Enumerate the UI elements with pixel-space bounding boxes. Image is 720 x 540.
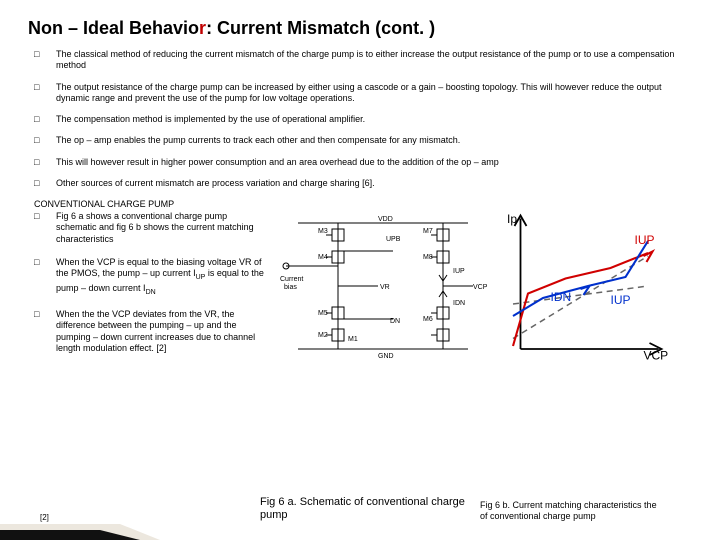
iup-red-label: IUP xyxy=(635,233,655,247)
b2-up: UP xyxy=(196,274,206,281)
vdd-label: VDD xyxy=(378,216,393,223)
corner-decoration xyxy=(0,514,160,540)
b2-dn: DN xyxy=(146,288,156,295)
title-r: r xyxy=(199,18,206,38)
vcp-label: VCP xyxy=(473,284,488,291)
bullet-item: The op – amp enables the pump currents t… xyxy=(28,135,692,146)
idn-label: IDN xyxy=(453,300,465,307)
bullet-item: This will however result in higher power… xyxy=(28,157,692,168)
conv-bullet: Fig 6 a shows a conventional charge pump… xyxy=(28,211,268,245)
figure-wrap: VDD GND Currentbias M3 M4 M5 M2 M1 M7 M8… xyxy=(268,211,692,361)
slide-title: Non – Ideal Behavior: Current Mismatch (… xyxy=(28,18,692,39)
conventional-heading: CONVENTIONAL CHARGE PUMP xyxy=(28,199,692,209)
conv-bullet: When the the VCP deviates from the VR, t… xyxy=(28,309,268,354)
x-axis-label: VCP xyxy=(644,349,669,362)
bullet-item: The compensation method is implemented b… xyxy=(28,114,692,125)
m7-label: M7 xyxy=(423,228,433,235)
m6-label: M6 xyxy=(423,316,433,323)
upb-label: UPB xyxy=(386,236,401,243)
dn-label: DN xyxy=(390,318,400,325)
bullet-item: The classical method of reducing the cur… xyxy=(28,49,692,72)
figure-caption-a: Fig 6 a. Schematic of conventional charg… xyxy=(260,496,480,522)
idn-label: IDN xyxy=(551,290,572,304)
title-post: : Current Mismatch (cont. ) xyxy=(206,18,435,38)
bullet-list: The classical method of reducing the cur… xyxy=(28,49,692,189)
m1-label: M1 xyxy=(348,336,358,343)
iv-plot: Ip VCP IUP IDN IUP xyxy=(498,211,678,361)
m5-label: M5 xyxy=(318,310,328,317)
iup-label: IUP xyxy=(453,268,465,275)
m3-label: M3 xyxy=(318,228,328,235)
m2-label: M2 xyxy=(318,332,328,339)
bullet-item: The output resistance of the charge pump… xyxy=(28,82,692,105)
title-pre: Non – Ideal Behavio xyxy=(28,18,199,38)
vr-label: VR xyxy=(380,284,390,291)
figure-caption-b: Fig 6 b. Current matching characteristic… xyxy=(480,500,660,522)
y-axis-label: Ip xyxy=(507,212,517,226)
m4-label: M4 xyxy=(318,254,328,261)
conv-bullet: When the VCP is equal to the biasing vol… xyxy=(28,257,268,297)
schematic-figure: VDD GND Currentbias M3 M4 M5 M2 M1 M7 M8… xyxy=(278,211,488,361)
iup-blue-label: IUP xyxy=(611,293,631,307)
slide: Non – Ideal Behavior: Current Mismatch (… xyxy=(0,0,720,540)
lower-row: Fig 6 a shows a conventional charge pump… xyxy=(28,211,692,366)
left-column: Fig 6 a shows a conventional charge pump… xyxy=(28,211,268,366)
gnd-label: GND xyxy=(378,353,394,360)
bullet-item: Other sources of current mismatch are pr… xyxy=(28,178,692,189)
m8-label: M8 xyxy=(423,254,433,261)
